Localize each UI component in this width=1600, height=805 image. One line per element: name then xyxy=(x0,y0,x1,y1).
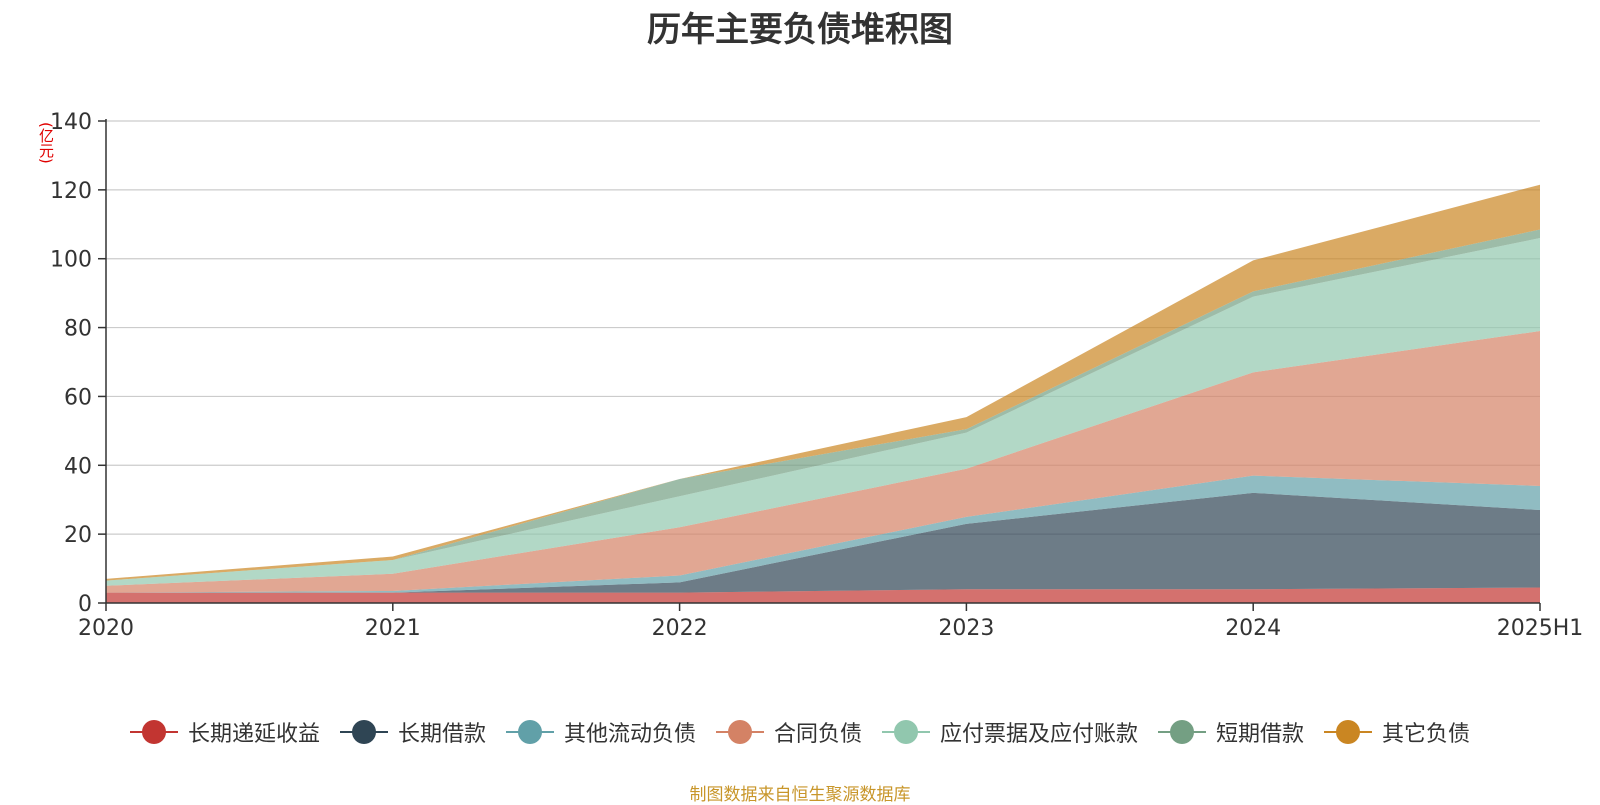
legend-label: 长期借款 xyxy=(397,722,486,747)
area-series-3 xyxy=(106,331,1540,593)
y-tick-label-6: 120 xyxy=(50,179,92,204)
y-tick-label-3: 60 xyxy=(64,385,92,410)
legend-label: 其他流动负债 xyxy=(563,722,696,747)
legend-item-1[interactable]: 长期借款 xyxy=(339,716,486,748)
legend-item-4[interactable]: 应付票据及应付账款 xyxy=(882,716,1138,748)
legend-marker-icon xyxy=(1158,719,1207,745)
legend-marker-icon xyxy=(339,719,388,745)
legend-marker-icon xyxy=(129,719,178,745)
area-series-2 xyxy=(106,475,1540,593)
legend-item-6[interactable]: 其它负债 xyxy=(1324,716,1470,748)
legend-marker-icon xyxy=(882,719,930,745)
area-series-0 xyxy=(106,587,1540,603)
chart-legend: 长期递延收益 长期借款 其他流动负债 合同负债 应付票据及应付账款 短期借款 其它负债 xyxy=(0,716,1600,748)
legend-item-5[interactable]: 短期借款 xyxy=(1158,716,1304,748)
y-tick-label-2: 40 xyxy=(64,454,92,479)
y-tick-label-5: 100 xyxy=(50,248,92,273)
source-note: 制图数据来自恒生聚源数据库 xyxy=(689,785,911,805)
area-series-group xyxy=(106,184,1540,603)
x-tick-label-4: 2024 xyxy=(1225,616,1281,641)
x-tick-label-2: 2022 xyxy=(652,616,708,641)
legend-marker-icon xyxy=(505,719,554,745)
y-tick-label-1: 20 xyxy=(64,523,92,548)
legend-label: 短期借款 xyxy=(1216,722,1305,747)
y-tick-label-0: 0 xyxy=(78,592,92,617)
legend-item-0[interactable]: 长期递延收益 xyxy=(129,716,320,748)
chart-title: 历年主要负债堆积图 xyxy=(647,10,953,50)
x-tick-label-5: 2025H1 xyxy=(1497,616,1584,641)
legend-item-3[interactable]: 合同负债 xyxy=(715,716,862,748)
area-series-1 xyxy=(106,492,1540,593)
area-series-5 xyxy=(106,229,1540,581)
y-tick-labels: 0 20 40 60 80 100 120 140 xyxy=(50,110,92,617)
legend-label: 长期递延收益 xyxy=(187,722,320,747)
legend-label: 应付票据及应付账款 xyxy=(940,722,1139,747)
x-tick-label-1: 2021 xyxy=(365,616,421,641)
legend-item-2[interactable]: 其他流动负债 xyxy=(505,716,696,748)
y-tick-label-4: 80 xyxy=(64,317,92,342)
legend-label: 其它负债 xyxy=(1382,722,1471,747)
legend-marker-icon xyxy=(1324,719,1373,745)
x-tick-label-0: 2020 xyxy=(78,616,134,641)
x-tick-labels: 2020 2021 2022 2023 2024 2025H1 xyxy=(78,616,1583,641)
y-tick-label-7: 140 xyxy=(50,110,92,135)
area-series-6 xyxy=(106,184,1540,581)
legend-label: 合同负债 xyxy=(773,722,862,747)
axes xyxy=(98,119,1541,611)
legend-marker-icon xyxy=(715,719,764,745)
x-tick-label-3: 2023 xyxy=(938,616,994,641)
area-series-4 xyxy=(106,238,1540,586)
y-axis-unit-label: (亿元) xyxy=(37,122,55,164)
